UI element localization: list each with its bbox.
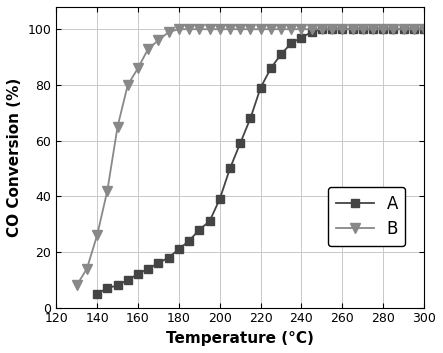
A xyxy=(217,197,222,201)
B xyxy=(176,27,182,31)
A xyxy=(278,52,284,56)
A xyxy=(401,27,406,31)
B xyxy=(217,27,222,31)
A xyxy=(370,27,376,31)
Legend: A, B: A, B xyxy=(328,187,405,246)
B xyxy=(299,27,304,31)
B xyxy=(248,27,253,31)
B xyxy=(258,27,263,31)
A xyxy=(125,278,130,282)
B xyxy=(227,27,233,31)
B xyxy=(288,27,294,31)
Y-axis label: CO Conversion (%): CO Conversion (%) xyxy=(7,78,22,237)
A xyxy=(258,85,263,90)
A xyxy=(411,27,416,31)
A xyxy=(135,272,140,276)
A xyxy=(115,283,120,287)
Line: A: A xyxy=(93,25,428,298)
B xyxy=(381,27,386,31)
B xyxy=(411,27,416,31)
B xyxy=(278,27,284,31)
A xyxy=(268,66,273,70)
B xyxy=(197,27,202,31)
B xyxy=(74,283,79,287)
A xyxy=(105,286,110,290)
B xyxy=(421,27,427,31)
B xyxy=(350,27,355,31)
A xyxy=(146,267,151,271)
A xyxy=(309,30,315,34)
B xyxy=(340,27,345,31)
A xyxy=(248,116,253,120)
A xyxy=(288,41,294,45)
A xyxy=(319,27,325,31)
B xyxy=(135,66,140,70)
B xyxy=(115,125,120,129)
A xyxy=(197,228,202,232)
B xyxy=(237,27,243,31)
A xyxy=(94,292,100,296)
B xyxy=(401,27,406,31)
B xyxy=(94,233,100,237)
A xyxy=(166,256,171,260)
A xyxy=(340,27,345,31)
A xyxy=(381,27,386,31)
B xyxy=(391,27,396,31)
B xyxy=(105,189,110,193)
B xyxy=(370,27,376,31)
A xyxy=(360,27,365,31)
A xyxy=(350,27,355,31)
B xyxy=(319,27,325,31)
B xyxy=(207,27,212,31)
A xyxy=(237,141,243,145)
A xyxy=(299,35,304,40)
A xyxy=(391,27,396,31)
B xyxy=(330,27,335,31)
A xyxy=(330,27,335,31)
B xyxy=(166,30,171,34)
A xyxy=(187,239,192,243)
A xyxy=(156,261,161,265)
A xyxy=(421,27,427,31)
A xyxy=(207,219,212,223)
B xyxy=(146,47,151,51)
B xyxy=(156,38,161,42)
A xyxy=(176,247,182,251)
B xyxy=(268,27,273,31)
B xyxy=(125,83,130,87)
B xyxy=(360,27,365,31)
X-axis label: Temperature (°C): Temperature (°C) xyxy=(166,331,314,346)
B xyxy=(84,267,89,271)
Line: B: B xyxy=(72,24,429,290)
B xyxy=(309,27,315,31)
B xyxy=(187,27,192,31)
A xyxy=(227,166,233,170)
